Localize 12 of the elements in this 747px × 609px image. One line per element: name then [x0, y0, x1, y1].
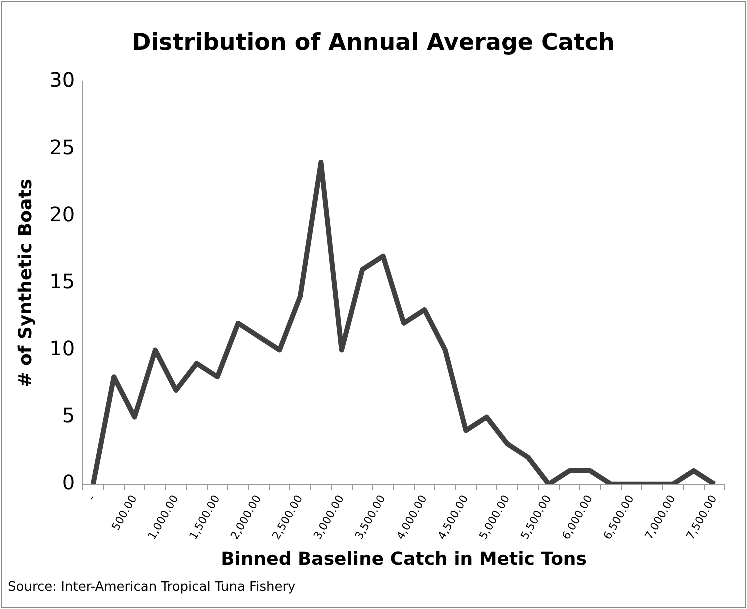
source-note: Source: Inter-American Tropical Tuna Fishery [8, 580, 296, 595]
y-tick-label: 15 [50, 269, 76, 294]
y-tick-label: 30 [50, 68, 76, 92]
y-tick-label: 25 [50, 135, 76, 160]
y-tick-label: 5 [62, 404, 76, 428]
y-tick-label: 0 [62, 470, 76, 495]
x-axis-title: Binned Baseline Catch in Metic Tons [221, 548, 587, 570]
y-tick-label: 10 [50, 336, 76, 360]
x-tick-label: - [85, 493, 98, 504]
chart-title: Distribution of Annual Average Catch [131, 30, 616, 56]
y-axis-title: # of Synthetic Boats [15, 179, 36, 388]
y-tick-label: 20 [50, 202, 76, 226]
